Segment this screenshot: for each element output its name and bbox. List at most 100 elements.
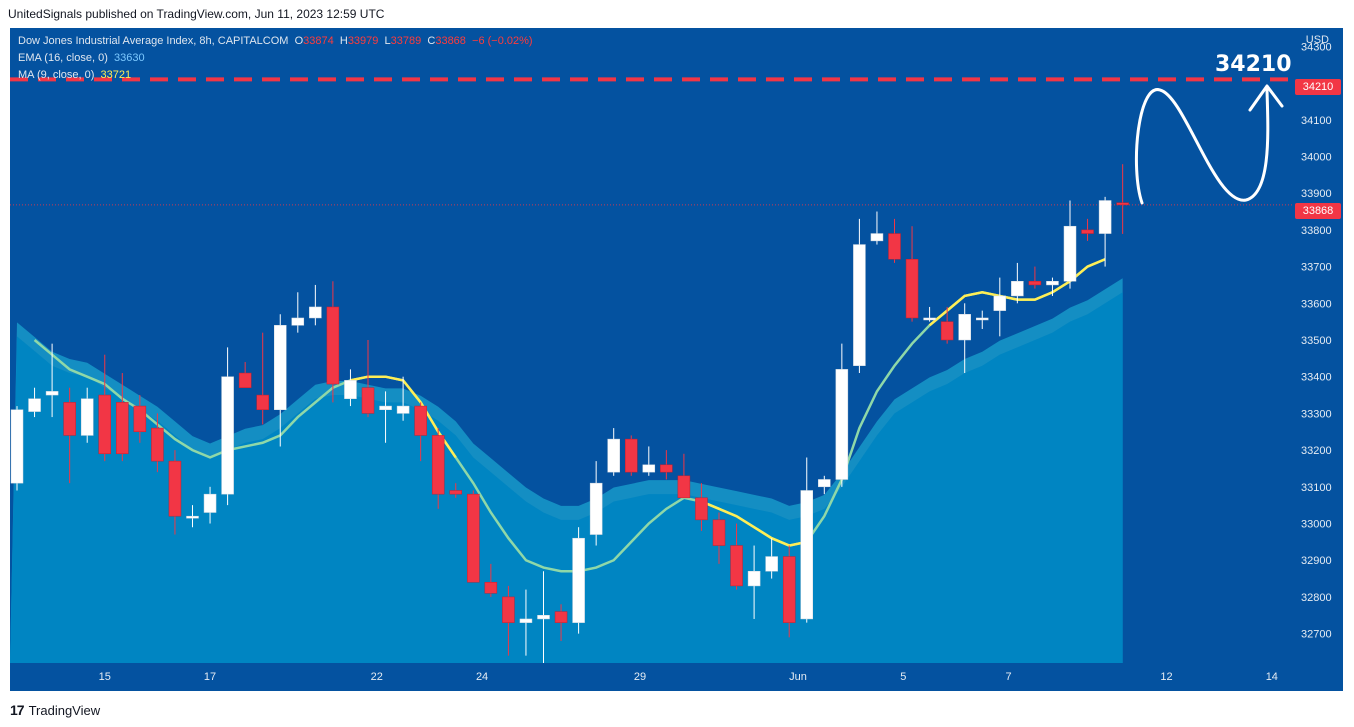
- last-price-tag: 33868: [1295, 203, 1341, 219]
- price-tick-label: 33100: [1301, 482, 1332, 494]
- price-tick-label: 34000: [1301, 151, 1332, 163]
- time-tick-label: 22: [371, 671, 383, 683]
- candle-body: [326, 306, 340, 385]
- candle-body: [221, 376, 234, 495]
- legend-close: 33868: [435, 35, 466, 47]
- candle-body: [747, 570, 761, 587]
- time-axis-band: [10, 663, 1343, 691]
- candle-body: [923, 317, 936, 321]
- candle-body: [449, 490, 462, 495]
- candle-body: [765, 556, 778, 572]
- candle-body: [1081, 229, 1094, 234]
- candle-body: [238, 372, 252, 388]
- candle-body: [818, 479, 831, 488]
- price-tick-label: 33500: [1301, 335, 1332, 347]
- candle-body: [414, 405, 427, 436]
- candlestick-chart[interactable]: 32700 32800 32900 33000 33100 33200 33300 33400…: [10, 28, 1343, 691]
- legend-ma-value: 33721: [100, 69, 132, 81]
- candle-body: [554, 611, 568, 623]
- candle-body: [1063, 225, 1077, 282]
- candle-body: [291, 317, 305, 326]
- target-annotation-text: 34210: [1215, 52, 1292, 77]
- legend-ema-row[interactable]: EMA (16, close, 0) 33630: [18, 52, 145, 64]
- price-tick-label: 33800: [1301, 225, 1332, 237]
- candle-body: [642, 464, 656, 473]
- time-tick-label: 29: [634, 671, 646, 683]
- candle-body: [572, 537, 585, 623]
- target-price-tag: 34210: [1295, 79, 1341, 95]
- legend-open-label: O: [294, 35, 304, 47]
- price-tick-label: 33700: [1301, 262, 1332, 274]
- legend-ema-value: 33630: [114, 52, 145, 64]
- time-tick-label: 17: [204, 671, 216, 683]
- time-tick-label: 7: [1006, 671, 1012, 683]
- chart-panel[interactable]: 32700 32800 32900 33000 33100 33200 33300 33400…: [10, 28, 1343, 691]
- candle-body: [1116, 202, 1129, 206]
- candle-body: [782, 556, 796, 623]
- candle-body: [45, 391, 59, 396]
- candle-body: [396, 405, 410, 414]
- ema-area-fill: [10, 292, 1123, 663]
- candle-body: [958, 314, 971, 341]
- candle-body: [203, 493, 217, 513]
- candle-body: [712, 519, 726, 546]
- ma-line-segment-2: [700, 500, 808, 547]
- published-by-line: UnitedSignals published on TradingView.c…: [8, 7, 385, 21]
- candle-body: [133, 405, 147, 433]
- price-tick-label: 32900: [1301, 555, 1332, 567]
- time-tick-label: 5: [900, 671, 906, 683]
- legend-high-label: H: [339, 35, 348, 47]
- candle-body: [589, 482, 603, 535]
- candle-body: [695, 497, 708, 521]
- candle-body: [10, 409, 24, 484]
- projection-arrow-path: [1134, 88, 1270, 205]
- candle-body: [1028, 281, 1042, 286]
- candle-body: [870, 233, 884, 242]
- time-tick-label: Jun: [789, 671, 807, 683]
- price-tick-label: 33900: [1301, 188, 1332, 200]
- legend-low-label: L: [384, 35, 391, 47]
- candle-body: [537, 615, 550, 620]
- legend-ma-row[interactable]: MA (9, close, 0) 33721: [18, 69, 131, 81]
- candle-body: [98, 394, 111, 455]
- candle-body: [116, 402, 129, 455]
- candle-body: [467, 493, 480, 583]
- time-tick-label: 24: [476, 671, 488, 683]
- price-tick-label: 33000: [1301, 519, 1332, 531]
- legend-symbol: Dow Jones Industrial Average Index, 8h, …: [18, 35, 289, 47]
- candle-body: [309, 306, 322, 319]
- legend-ma-label: MA (9, close, 0): [18, 69, 95, 81]
- candle-body: [853, 244, 866, 366]
- legend-symbol-row[interactable]: Dow Jones Industrial Average Index, 8h, …: [18, 35, 533, 47]
- candle-body: [431, 435, 445, 495]
- tradingview-brand-text: TradingView: [28, 702, 101, 718]
- price-tick-label: 34100: [1301, 115, 1332, 127]
- candle-body: [502, 596, 515, 623]
- candle-body: [607, 438, 620, 473]
- candle-body: [256, 394, 269, 410]
- candle-body: [484, 581, 498, 594]
- candle-body: [379, 405, 392, 410]
- price-tick-label: 33400: [1301, 372, 1332, 384]
- projection-arrow-head: [1248, 84, 1284, 112]
- candle-body: [730, 545, 743, 587]
- candle-body: [976, 317, 989, 321]
- legend-change: −6 (−0.02%): [472, 35, 533, 47]
- candle-body: [1046, 281, 1059, 286]
- candle-body: [888, 233, 901, 260]
- candle-body: [940, 321, 954, 341]
- candle-body: [344, 380, 357, 399]
- time-tick-label: 15: [99, 671, 111, 683]
- price-tick-label: 34300: [1301, 41, 1332, 53]
- candle-body: [151, 427, 164, 462]
- tradingview-logo-icon: 17: [10, 702, 25, 718]
- candle-body: [1098, 200, 1112, 234]
- legend-open: 33874: [303, 35, 334, 47]
- candle-body: [800, 490, 813, 620]
- currency-label: USD: [1305, 34, 1329, 46]
- time-tick-label: 14: [1266, 671, 1278, 683]
- candle-body: [660, 464, 673, 473]
- legend-ema-label: EMA (16, close, 0): [18, 52, 108, 64]
- legend-close-label: C: [427, 35, 436, 47]
- tradingview-brand[interactable]: 17 TradingView: [10, 702, 100, 718]
